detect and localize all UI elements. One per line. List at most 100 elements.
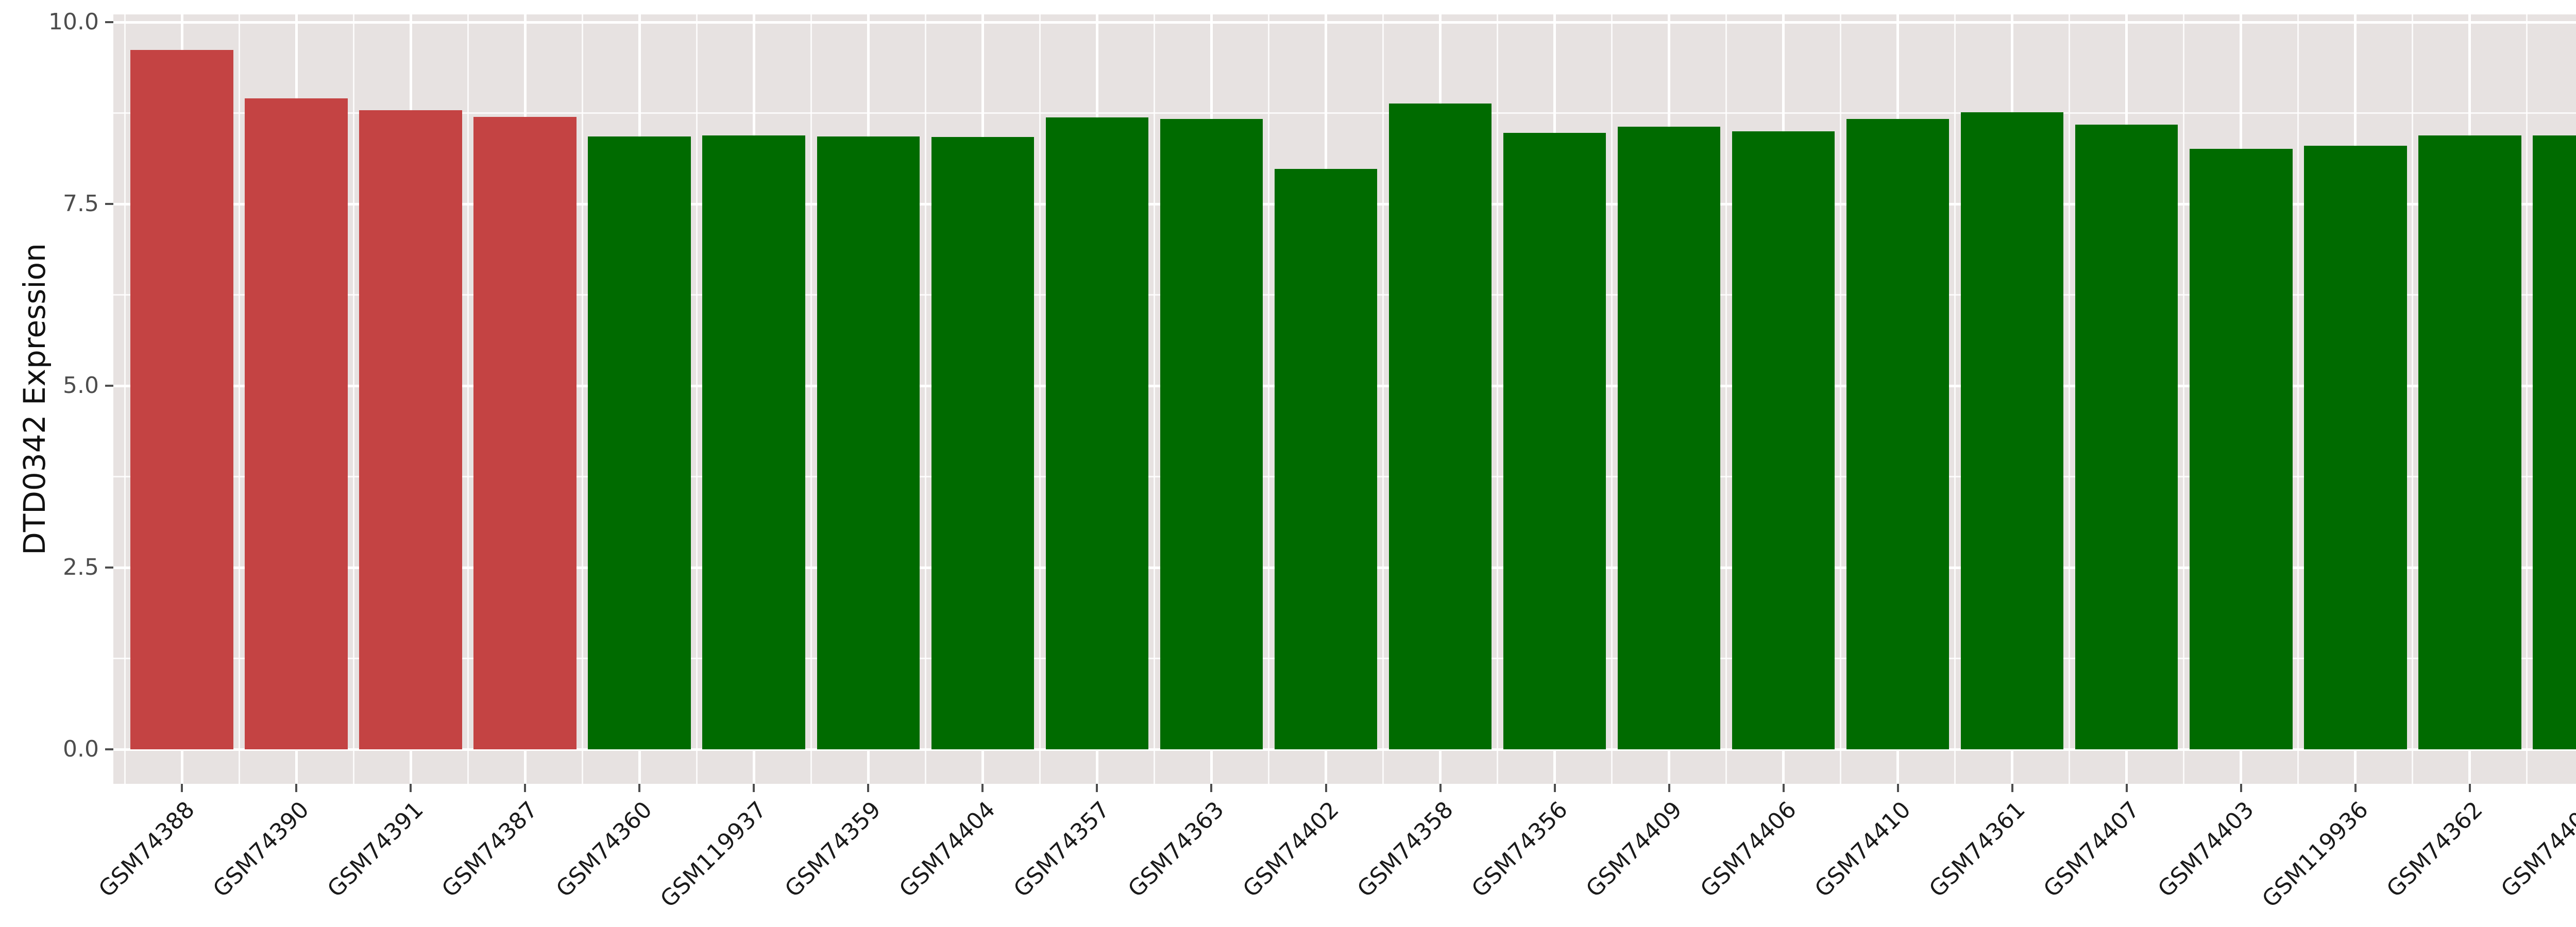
x-tick-mark <box>638 784 641 792</box>
x-tick-label: GSM74357 <box>1009 796 1115 903</box>
x-tick-label: GSM119937 <box>655 796 772 913</box>
bar-GSM74363 <box>1160 118 1263 749</box>
bar-GSM74391 <box>359 110 463 749</box>
x-tick-label: GSM119936 <box>2257 796 2374 913</box>
gridline-minor-x <box>2069 14 2071 784</box>
gridline-minor-x <box>810 14 812 784</box>
y-tick-label: 5.0 <box>63 372 99 399</box>
gridline-minor-x <box>2297 14 2299 784</box>
x-tick-mark <box>2468 784 2471 792</box>
x-tick-mark <box>1439 784 1442 792</box>
bar-GSM119937 <box>702 135 806 749</box>
gridline-minor-x <box>238 14 240 784</box>
x-tick-label: GSM74410 <box>1809 796 1916 903</box>
bar-GSM74402 <box>1274 169 1378 749</box>
gridline-minor-x <box>1382 14 1384 784</box>
x-tick-label: GSM74359 <box>780 796 887 903</box>
x-tick-mark <box>1668 784 1670 792</box>
gridline-minor-x <box>696 14 698 784</box>
bar-GSM74356 <box>1503 132 1606 749</box>
x-tick-mark <box>1553 784 1556 792</box>
x-tick-label: GSM74404 <box>894 796 1001 903</box>
y-tick-label: 7.5 <box>63 191 99 217</box>
bar-GSM74361 <box>1960 112 2064 749</box>
gridline-minor-x <box>1039 14 1041 784</box>
x-tick-mark <box>1782 784 1785 792</box>
bar-GSM74358 <box>1388 104 1492 749</box>
bar-GSM74387 <box>473 116 577 749</box>
gridline-minor-y <box>113 112 2576 114</box>
bar-GSM74388 <box>130 49 234 749</box>
gridline-minor-x <box>1497 14 1498 784</box>
x-tick-label: GSM74363 <box>1123 796 1230 903</box>
gridline-minor-x <box>2183 14 2185 784</box>
x-tick-label: GSM74390 <box>208 796 314 903</box>
bar-GSM74360 <box>588 136 691 749</box>
x-tick-mark <box>410 784 412 792</box>
x-tick-label: GSM74402 <box>1238 796 1344 903</box>
x-tick-mark <box>1096 784 1098 792</box>
x-tick-mark <box>1896 784 1899 792</box>
y-tick-label: 0.0 <box>63 736 99 762</box>
bar-GSM74407 <box>2075 125 2178 749</box>
x-tick-mark <box>181 784 183 792</box>
x-tick-label: GSM74361 <box>1924 796 2030 903</box>
bar-GSM74409 <box>1617 127 1721 749</box>
y-tick-mark <box>105 21 113 23</box>
gridline-minor-x <box>467 14 469 784</box>
y-tick-mark <box>105 748 113 750</box>
bar-GSM74403 <box>2189 148 2293 749</box>
gridline-minor-x <box>2412 14 2414 784</box>
x-tick-mark <box>2011 784 2013 792</box>
x-tick-label: GSM74388 <box>94 796 200 903</box>
gridline-minor-x <box>1725 14 1727 784</box>
x-tick-label: GSM74391 <box>323 796 429 903</box>
x-tick-label: GSM74407 <box>2038 796 2145 903</box>
plot-panel <box>113 14 2576 784</box>
gridline-major-y <box>113 21 2576 24</box>
bar-GSM74410 <box>1846 118 1950 749</box>
bar-GSM74406 <box>1732 131 1835 749</box>
gridline-minor-x <box>581 14 583 784</box>
x-tick-label: GSM74409 <box>1581 796 1687 903</box>
x-tick-mark <box>981 784 984 792</box>
x-tick-mark <box>295 784 298 792</box>
gridline-major-y <box>113 748 2576 751</box>
y-tick-label: 2.5 <box>63 554 99 580</box>
y-tick-mark <box>105 385 113 387</box>
x-tick-mark <box>753 784 755 792</box>
x-tick-mark <box>2125 784 2128 792</box>
y-axis-title: DTD0342 Expression <box>17 243 52 555</box>
bar-GSM74404 <box>931 137 1035 749</box>
x-tick-label: GSM74403 <box>2153 796 2259 903</box>
x-tick-label: GSM74358 <box>1352 796 1459 903</box>
bar-GSM74359 <box>817 136 920 749</box>
x-tick-label: GSM74387 <box>437 796 543 903</box>
x-tick-label: GSM74360 <box>551 796 657 903</box>
bar-GSM74390 <box>245 98 348 749</box>
x-tick-mark <box>2354 784 2357 792</box>
x-tick-mark <box>1325 784 1327 792</box>
gridline-minor-x <box>2526 14 2528 784</box>
x-tick-mark <box>2240 784 2242 792</box>
gridline-minor-x <box>1153 14 1155 784</box>
gridline-minor-x <box>352 14 354 784</box>
bar-GSM74408 <box>2532 135 2576 749</box>
bar-GSM74362 <box>2418 135 2521 749</box>
y-tick-mark <box>105 203 113 205</box>
y-tick-label: 10.0 <box>48 9 99 35</box>
x-tick-label: GSM74408 <box>2496 796 2576 903</box>
y-tick-mark <box>105 566 113 569</box>
gridline-minor-x <box>924 14 926 784</box>
bar-GSM74357 <box>1045 117 1149 749</box>
x-tick-label: GSM74356 <box>1466 796 1573 903</box>
x-tick-mark <box>867 784 870 792</box>
x-tick-label: GSM74362 <box>2381 796 2488 903</box>
gridline-minor-x <box>1954 14 1956 784</box>
x-tick-mark <box>1210 784 1213 792</box>
gridline-minor-x <box>1840 14 1842 784</box>
gridline-minor-x <box>1268 14 1269 784</box>
bar-GSM119936 <box>2303 146 2407 749</box>
gridline-minor-x <box>124 14 126 784</box>
